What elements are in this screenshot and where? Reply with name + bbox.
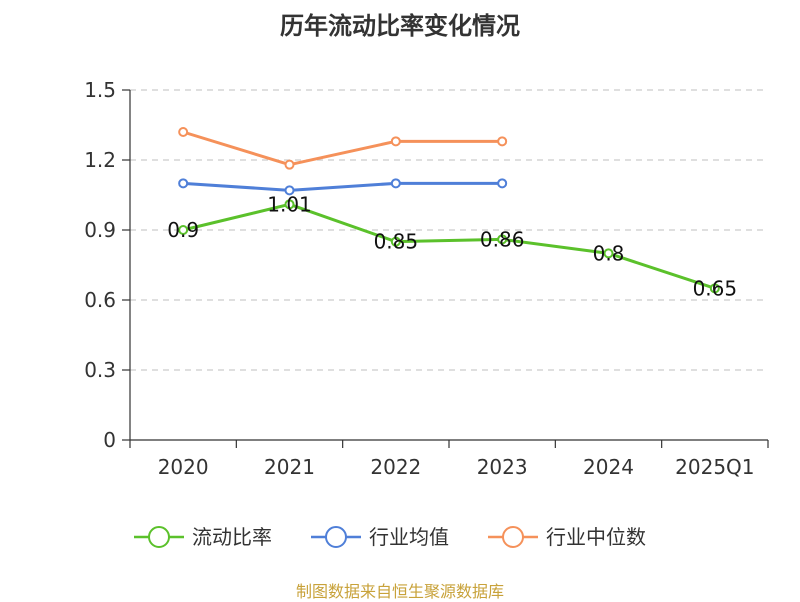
y-tick-label: 1.5: [84, 78, 116, 102]
data-point: [390, 236, 401, 247]
y-tick-label: 0.6: [84, 288, 116, 312]
data-point: [178, 178, 189, 189]
data-label: 0.8: [593, 241, 625, 265]
data-point: [284, 199, 295, 210]
legend-label: 行业均值: [369, 525, 449, 549]
legend-label: 流动比率: [192, 525, 272, 549]
legend-swatch-marker: [502, 526, 524, 548]
series-line: [182, 130, 503, 167]
data-label: 0.9: [167, 218, 199, 242]
legend-label: 行业中位数: [546, 525, 646, 549]
data-label: 1.01: [267, 192, 312, 216]
data-label: 0.86: [480, 227, 525, 251]
x-tick-label: 2023: [477, 455, 528, 479]
x-tick-label: 2021: [264, 455, 315, 479]
series-line: [183, 181, 503, 192]
data-point: [497, 136, 508, 147]
x-tick-label: 2020: [158, 455, 209, 479]
data-point: [603, 248, 614, 259]
y-tick-label: 0.3: [84, 358, 116, 382]
data-point: [178, 225, 189, 235]
series-line: [182, 202, 716, 290]
chart-title: 历年流动比率变化情况: [280, 12, 520, 40]
legend-swatch-marker: [325, 526, 347, 548]
x-tick-label: 2025Q1: [675, 455, 754, 479]
data-point: [178, 127, 189, 137]
y-tick-label: 1.2: [84, 148, 116, 172]
data-label: 0.85: [374, 230, 419, 254]
data-point: [497, 178, 508, 189]
data-label: 0.65: [693, 276, 738, 300]
y-tick-label: 0: [103, 428, 116, 452]
data-point: [497, 234, 508, 245]
source-note: 制图数据来自恒生聚源数据库: [295, 582, 504, 601]
legend-swatch-marker: [148, 526, 170, 548]
data-point: [284, 185, 295, 196]
y-tick-label: 0.9: [84, 218, 116, 242]
data-point: [390, 136, 401, 147]
x-tick-label: 2024: [583, 455, 634, 479]
data-point: [709, 283, 720, 294]
data-point: [284, 159, 295, 170]
data-point: [390, 178, 401, 189]
x-tick-label: 2022: [370, 455, 421, 479]
